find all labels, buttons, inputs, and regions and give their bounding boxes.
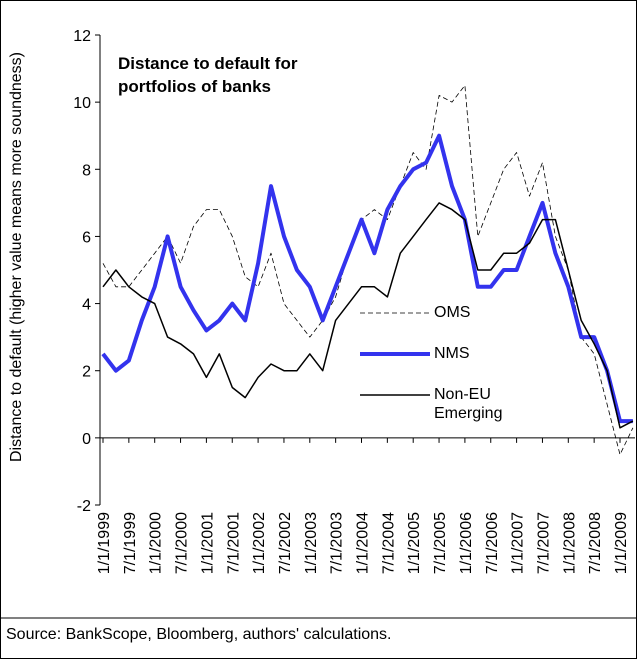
y-tick-label: 2 — [82, 364, 91, 381]
x-tick-label: 7/1/2005 — [432, 512, 449, 574]
y-tick-label: -2 — [77, 498, 91, 515]
x-tick-label: 7/1/1999 — [122, 512, 139, 574]
x-tick-label: 1/1/2001 — [199, 512, 216, 574]
series-line — [102, 202, 634, 429]
y-tick-label: 8 — [82, 162, 91, 179]
x-tick-label: 1/1/2009 — [613, 512, 630, 574]
y-tick-label: 12 — [73, 28, 91, 45]
y-tick-label: 10 — [73, 95, 91, 112]
x-tick-label: 1/1/2003 — [303, 512, 320, 574]
legend-label: OMS — [434, 303, 514, 322]
x-tick-label: 7/1/2000 — [174, 512, 191, 574]
x-tick-label: 7/1/2003 — [329, 512, 346, 574]
x-tick-label: 7/1/2006 — [484, 512, 501, 574]
x-tick-label: 1/1/1999 — [96, 512, 113, 574]
y-tick-label: 6 — [82, 229, 91, 246]
series-line — [101, 133, 633, 424]
x-tick-label: 7/1/2007 — [535, 512, 552, 574]
x-tick-label: 1/1/2007 — [510, 512, 527, 574]
x-tick-label: 1/1/2005 — [406, 512, 423, 574]
series-line — [102, 85, 634, 455]
y-axis-label: Distance to default (higher value means … — [8, 52, 25, 462]
x-tick-label: 1/1/2000 — [148, 512, 165, 574]
x-tick-label: 7/1/2001 — [225, 512, 242, 574]
chart-title: Distance to default for portfolios of ba… — [118, 54, 298, 96]
y-tick-label: 4 — [82, 297, 91, 314]
x-tick-label: 1/1/2004 — [355, 512, 372, 574]
x-tick-label: 7/1/2004 — [380, 512, 397, 574]
legend-label: NMS — [434, 344, 514, 363]
x-tick-label: 7/1/2008 — [587, 512, 604, 574]
source-note: Source: BankScope, Bloomberg, authors' c… — [6, 626, 392, 643]
x-tick-label: 1/1/2008 — [561, 512, 578, 574]
legend-label: Non-EU Emerging — [434, 385, 514, 423]
x-tick-label: 1/1/2006 — [458, 512, 475, 574]
x-tick-label: 7/1/2002 — [277, 512, 294, 574]
y-tick-label: 0 — [82, 431, 91, 448]
x-tick-label: 1/1/2002 — [251, 512, 268, 574]
